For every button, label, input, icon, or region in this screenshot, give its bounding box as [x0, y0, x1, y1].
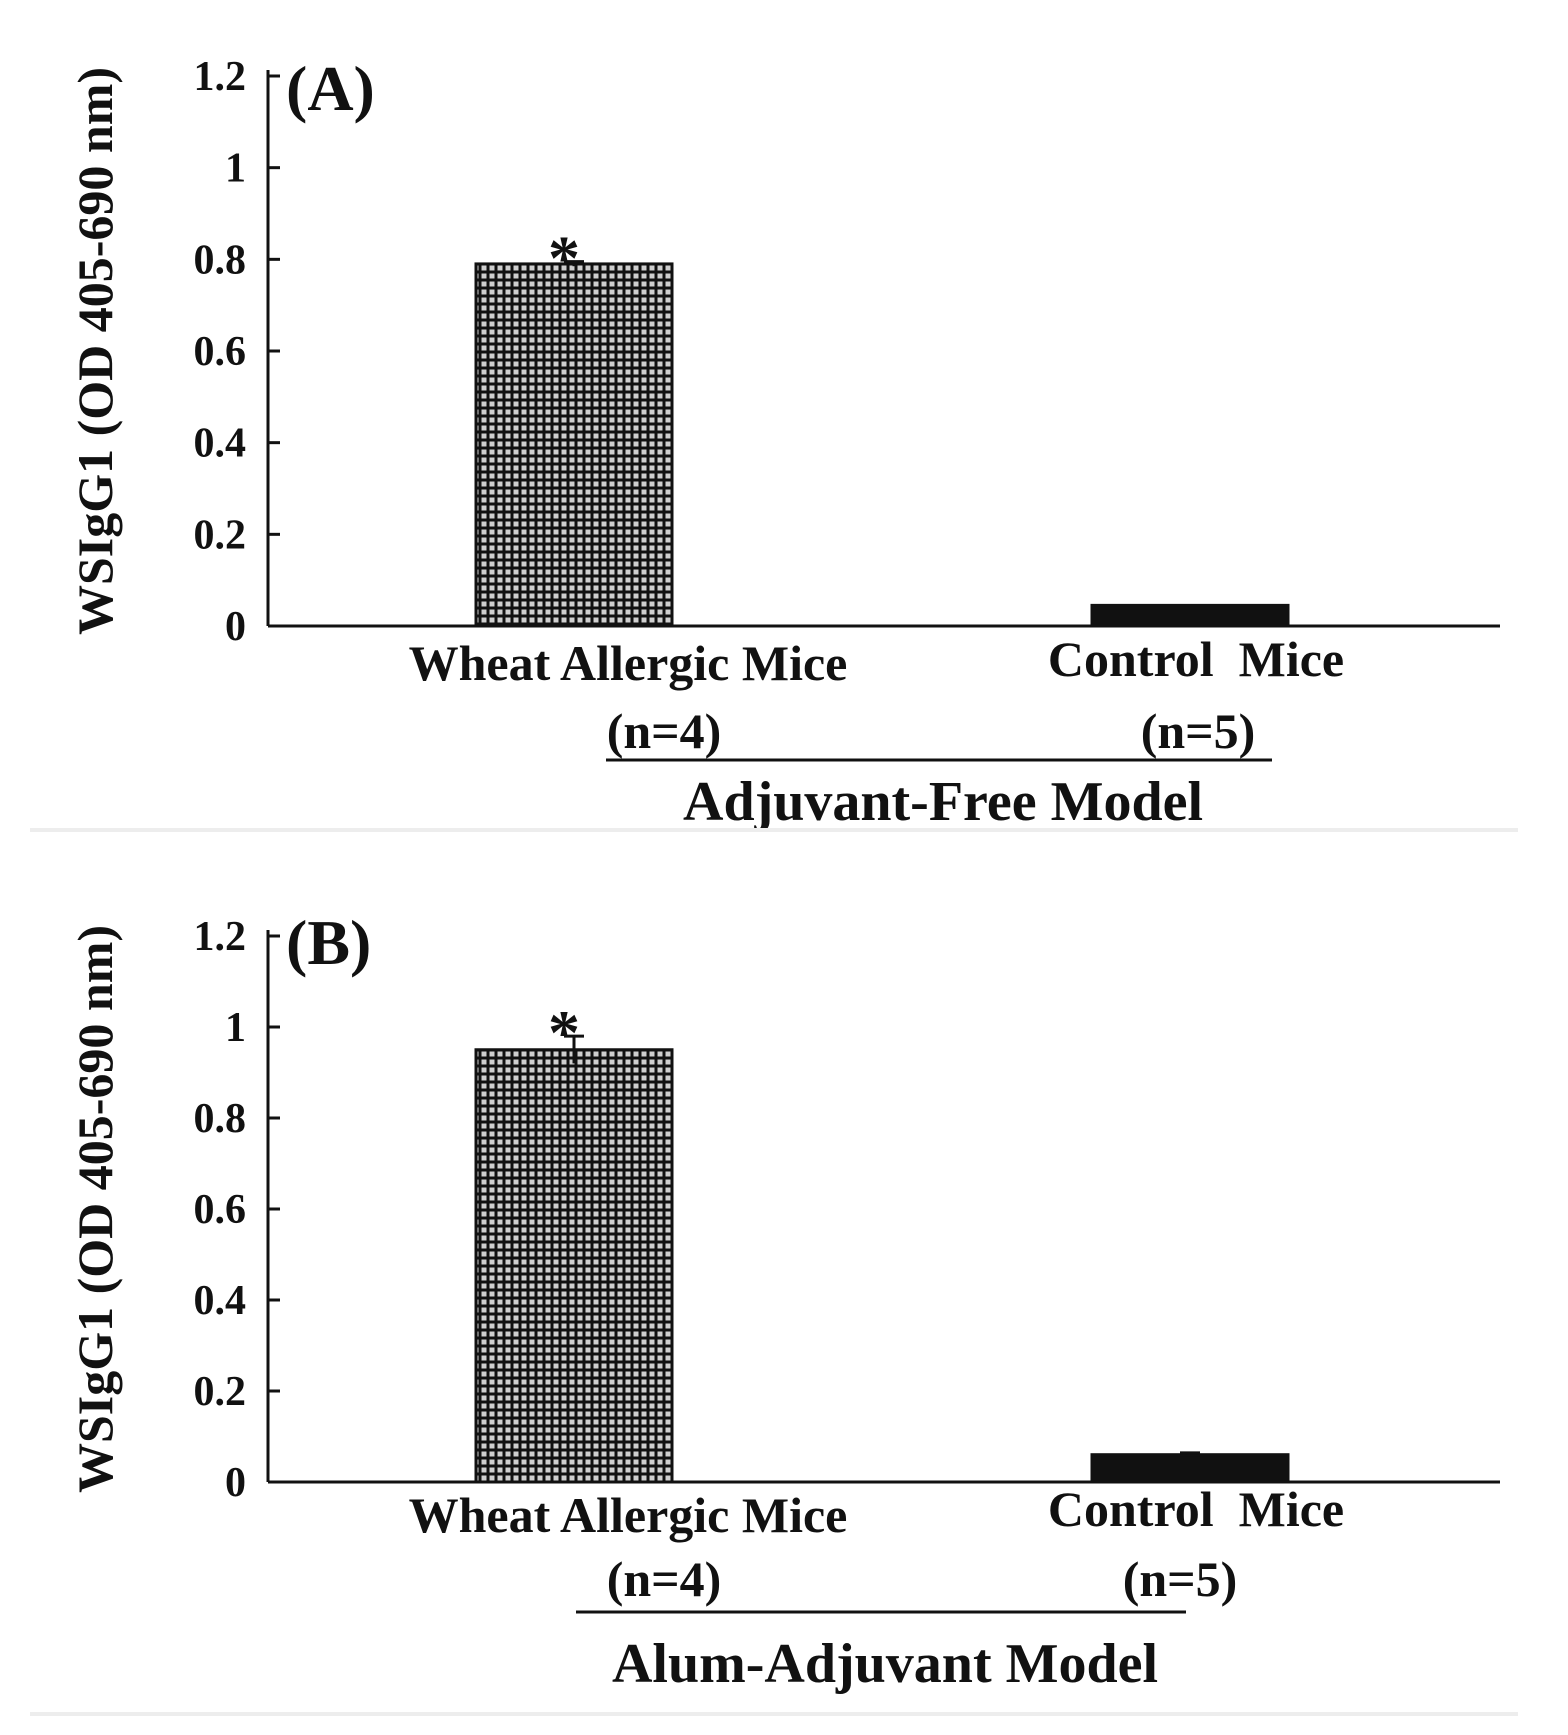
- group-label: Alum-Adjuvant Model: [612, 1633, 1158, 1695]
- group-label: Adjuvant-Free Model: [683, 771, 1203, 830]
- significance-marker: *: [548, 997, 580, 1068]
- chart-panel-b: 0 0.2 0.4 0.6 0.8 1 1.2 WSIgG1 (OD 405-690 nm) (…: [67, 907, 1500, 1695]
- y-tick-label: 0.8: [194, 237, 247, 283]
- y-tick-label: 0.6: [194, 1187, 247, 1233]
- significance-marker: *: [548, 223, 580, 294]
- x-category-label: Wheat Allergic Mice: [409, 1487, 848, 1543]
- panel-divider-bottom: [30, 1712, 1518, 1716]
- y-tick-label: 1: [225, 1005, 246, 1051]
- y-tick-label: 0.2: [194, 512, 247, 558]
- x-category-n-label: (n=5): [1123, 1551, 1238, 1607]
- bar-wheat-allergic: [474, 262, 674, 628]
- y-tick-label: 0.8: [194, 1096, 247, 1142]
- panel-label: (A): [286, 53, 375, 124]
- x-category-n-label: (n=4): [607, 1551, 722, 1607]
- chart-panel-a: 0 0.2 0.4 0.6 0.8 1 1.2 WSIgG1 (OD 405-690 nm) (…: [67, 53, 1500, 830]
- y-tick-label: 0.4: [194, 421, 247, 467]
- y-tick-label: 0: [225, 1460, 246, 1506]
- x-category-n-label: (n=4): [607, 703, 722, 759]
- x-category-label: Control Mice: [1048, 631, 1344, 687]
- x-category-label: Wheat Allergic Mice: [409, 635, 848, 691]
- panel-divider-top: [30, 828, 1518, 832]
- y-axis-label: WSIgG1 (OD 405-690 nm): [67, 67, 123, 635]
- panel-label: (B): [286, 907, 371, 978]
- y-tick-label: 1.2: [194, 54, 247, 100]
- y-tick-label: 1.2: [194, 914, 247, 960]
- y-tick-label: 0: [225, 604, 246, 650]
- y-tick-label: 0.6: [194, 329, 247, 375]
- bar-wheat-allergic: [474, 1048, 674, 1484]
- y-tick-label: 1: [225, 146, 246, 192]
- x-category-n-label: (n=5): [1141, 703, 1256, 759]
- bar-control: [1090, 603, 1290, 628]
- y-axis-label: WSIgG1 (OD 405-690 nm): [67, 925, 123, 1493]
- y-tick-label: 0.2: [194, 1369, 247, 1415]
- bar-control: [1090, 1453, 1290, 1484]
- y-tick-label: 0.4: [194, 1278, 247, 1324]
- x-category-label: Control Mice: [1048, 1481, 1344, 1537]
